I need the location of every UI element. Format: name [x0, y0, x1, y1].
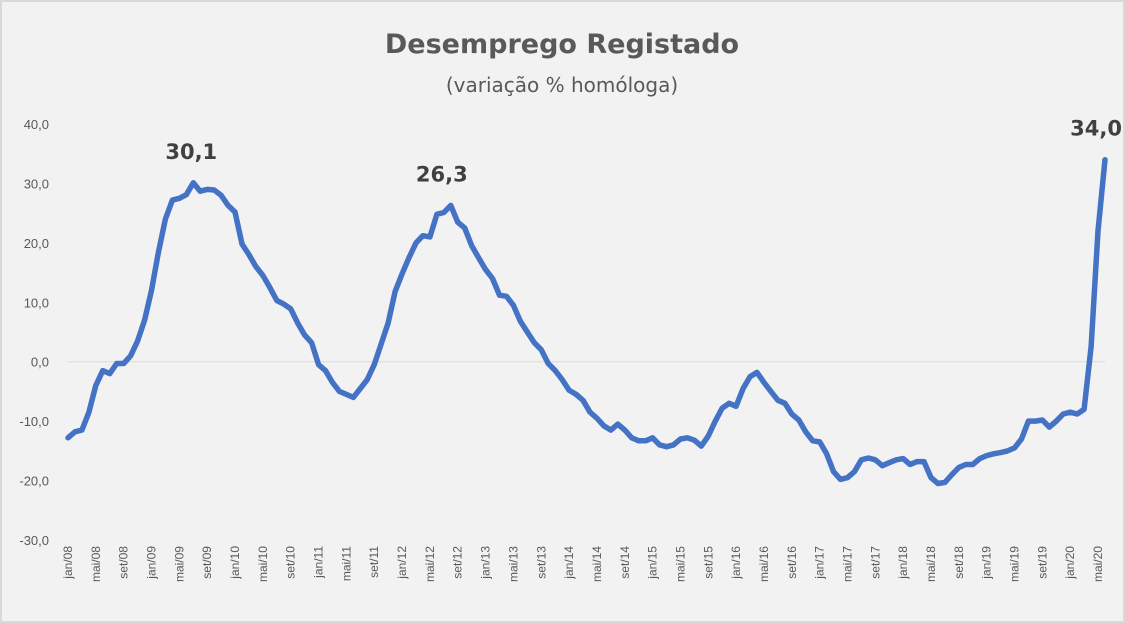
- x-tick-label: mai/12: [423, 546, 437, 582]
- x-tick-label: mai/11: [339, 546, 353, 581]
- x-tick-label: jan/09: [145, 546, 159, 580]
- y-tick-label: -10,0: [19, 414, 49, 429]
- y-tick-label: 20,0: [24, 236, 49, 251]
- x-tick-label: set/15: [701, 546, 715, 579]
- x-tick-label: mai/08: [89, 546, 103, 582]
- x-tick-label: set/13: [534, 546, 548, 579]
- y-tick-label: 0,0: [31, 355, 49, 370]
- x-tick-label: mai/17: [840, 546, 854, 582]
- chart-subtitle: (variação % homóloga): [446, 73, 678, 97]
- y-axis: 40,0 30,0 20,0 10,0 0,0 -10,0 -20,0 -30,0: [19, 117, 49, 548]
- x-tick-label: jan/14: [562, 546, 576, 580]
- x-tick-label: set/08: [117, 546, 131, 579]
- x-tick-label: set/16: [785, 546, 799, 579]
- annotations: 30,1 26,3 34,0: [165, 117, 1122, 187]
- series-line: [65, 156, 1108, 487]
- x-tick-label: mai/20: [1091, 546, 1105, 582]
- data-label: 34,0: [1070, 117, 1122, 141]
- x-tick-label: mai/14: [590, 546, 604, 582]
- x-tick-label: set/19: [1035, 546, 1049, 579]
- x-tick-label: jan/19: [980, 546, 994, 580]
- x-tick-label: jan/16: [729, 546, 743, 580]
- x-tick-label: mai/16: [757, 546, 771, 582]
- y-tick-label: -20,0: [19, 474, 49, 489]
- x-tick-label: mai/09: [172, 546, 186, 582]
- x-tick-label: jan/15: [646, 546, 660, 580]
- x-tick-label: mai/13: [506, 546, 520, 582]
- x-tick-label: set/12: [451, 546, 465, 579]
- x-axis: jan/08 mai/08 set/08 jan/09 mai/09 set/09 jan/…: [61, 546, 1105, 582]
- y-tick-label: -30,0: [19, 533, 49, 548]
- x-tick-label: set/17: [868, 546, 882, 579]
- y-tick-label: 10,0: [24, 295, 49, 310]
- data-label: 26,3: [416, 162, 468, 186]
- x-tick-label: jan/08: [61, 546, 75, 580]
- x-tick-label: set/11: [367, 546, 381, 578]
- y-tick-label: 40,0: [24, 117, 49, 132]
- x-tick-label: mai/15: [673, 546, 687, 582]
- x-tick-label: set/18: [952, 546, 966, 579]
- x-tick-label: mai/10: [256, 546, 270, 582]
- x-tick-label: set/14: [618, 546, 632, 579]
- x-tick-label: jan/11: [312, 546, 326, 579]
- x-tick-label: jan/17: [813, 546, 827, 580]
- x-tick-label: jan/13: [479, 546, 493, 580]
- x-tick-label: mai/19: [1008, 546, 1022, 582]
- x-tick-label: set/09: [200, 546, 214, 579]
- y-tick-label: 30,0: [24, 176, 49, 191]
- x-tick-label: jan/18: [896, 546, 910, 580]
- x-tick-label: jan/12: [395, 546, 409, 580]
- x-tick-label: jan/10: [228, 546, 242, 580]
- x-tick-label: mai/18: [924, 546, 938, 582]
- x-tick-label: jan/20: [1063, 546, 1077, 580]
- x-tick-label: set/10: [284, 546, 298, 579]
- chart-title: Desemprego Registado: [385, 29, 739, 60]
- data-label: 30,1: [165, 140, 217, 164]
